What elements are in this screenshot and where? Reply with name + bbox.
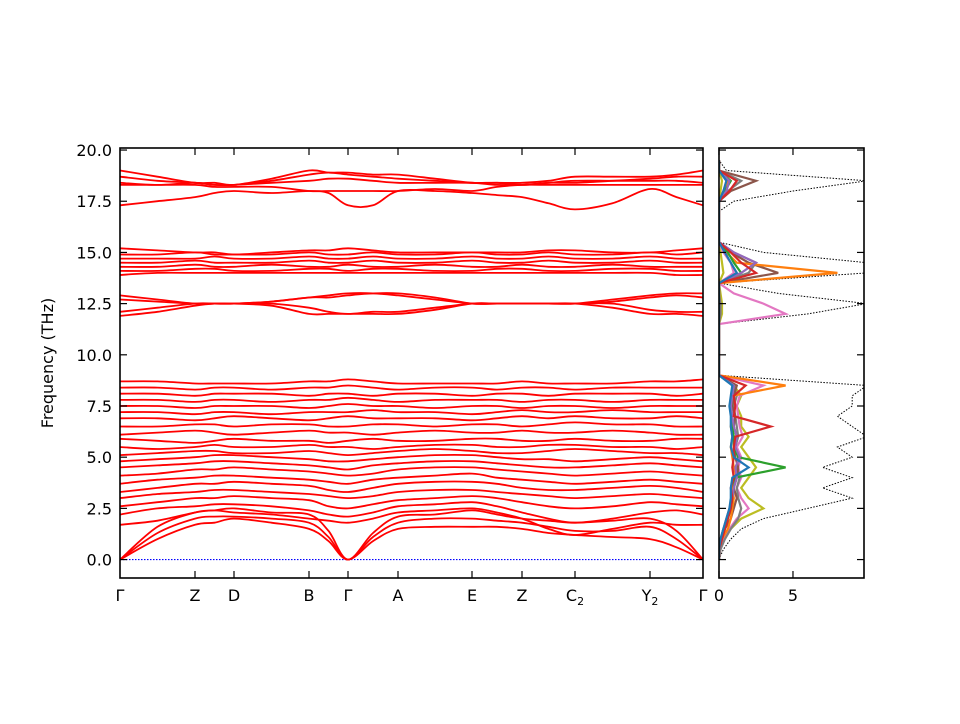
k-point-label: Γ <box>116 586 125 605</box>
phonon-band-7 <box>119 480 704 493</box>
phonon-band-36 <box>119 183 703 193</box>
dos-curves <box>719 160 864 560</box>
k-point-label: D <box>228 586 240 605</box>
k-point-label: B <box>304 586 315 605</box>
phonon-band-20 <box>119 396 703 403</box>
phonon-band-24 <box>119 302 704 317</box>
y-tick-label: 0.0 <box>87 551 112 570</box>
phonon-band-33 <box>119 251 704 256</box>
k-point-label: Γ <box>344 586 353 605</box>
phonon-band-4 <box>119 501 704 524</box>
partial-dos-curve-0 <box>719 160 766 560</box>
k-point-label: Γ <box>699 586 708 605</box>
y-tick-label: 7.5 <box>87 397 112 416</box>
phonon-band-6 <box>119 488 704 500</box>
phonon-band-10 <box>119 460 704 471</box>
y-tick-label: 10.0 <box>76 346 112 365</box>
phonon-band-2 <box>119 507 704 561</box>
phonon-band-22 <box>119 384 703 391</box>
k-point-label: E <box>467 586 477 605</box>
partial-dos-curve-6 <box>719 160 759 560</box>
k-point-label: Z <box>190 586 201 605</box>
phonon-band-38 <box>119 171 704 187</box>
phonon-band-29 <box>119 267 704 273</box>
partial-dos-curve-2 <box>719 160 758 560</box>
phonon-band-13 <box>119 443 704 450</box>
band-axes-frame <box>119 147 704 579</box>
y-tick-label: 5.0 <box>87 448 112 467</box>
phonon-band-21 <box>119 392 704 397</box>
y-tick-label: 15.0 <box>76 243 112 262</box>
phonon-band-15 <box>119 429 704 436</box>
phonon-band-3 <box>119 507 704 536</box>
phonon-band-27 <box>119 292 704 305</box>
phonon-band-17 <box>119 415 704 422</box>
y-tick-label: 2.5 <box>87 499 112 518</box>
partial-dos-curve-1 <box>719 160 790 560</box>
partial-dos-curve-3 <box>719 160 779 560</box>
y-tick-label: 20.0 <box>76 141 112 160</box>
phonon-band-34 <box>119 247 704 256</box>
phonon-band-5 <box>119 495 704 510</box>
dos-axes-frame <box>718 147 865 579</box>
phonon-band-0 <box>119 517 704 561</box>
phonon-band-32 <box>119 255 704 260</box>
phonon-band-30 <box>119 263 703 268</box>
k-point-label: A <box>393 586 404 605</box>
phonon-band-12 <box>119 448 704 457</box>
k-point-label: C2 <box>566 586 584 608</box>
y-axis-label: Frequency (THz) <box>38 298 57 428</box>
y-tick-label: 17.5 <box>76 192 112 211</box>
dos-x-tick-label: 5 <box>788 586 798 605</box>
y-tick-label: 12.5 <box>76 295 112 314</box>
phonon-band-9 <box>119 466 704 477</box>
phonon-band-16 <box>119 421 704 428</box>
k-point-label: Y2 <box>641 586 659 608</box>
partial-dos-curve-8 <box>719 160 751 560</box>
phonon-band-26 <box>119 292 704 305</box>
phonon-band-23 <box>119 378 704 385</box>
phonon-band-31 <box>119 259 704 264</box>
phonon-band-18 <box>119 409 703 416</box>
partial-dos-curve-7 <box>719 160 775 560</box>
k-point-label: Z <box>517 586 528 605</box>
phonon-band-39 <box>119 169 704 186</box>
dos-x-tick-label: 0 <box>714 586 724 605</box>
phonon-band-14 <box>119 437 704 444</box>
phonon-band-11 <box>119 453 704 463</box>
phonon-band-35 <box>119 188 704 211</box>
band-structure-panel: 0.0 2.5 5.0 7.5 10.0 12.5 15.0 17.5 20.0 Γ Z D B Γ A E Z… <box>76 141 707 608</box>
phonon-band-28 <box>119 271 704 277</box>
phonon-band-8 <box>119 472 704 485</box>
phonon-band-19 <box>119 403 703 409</box>
